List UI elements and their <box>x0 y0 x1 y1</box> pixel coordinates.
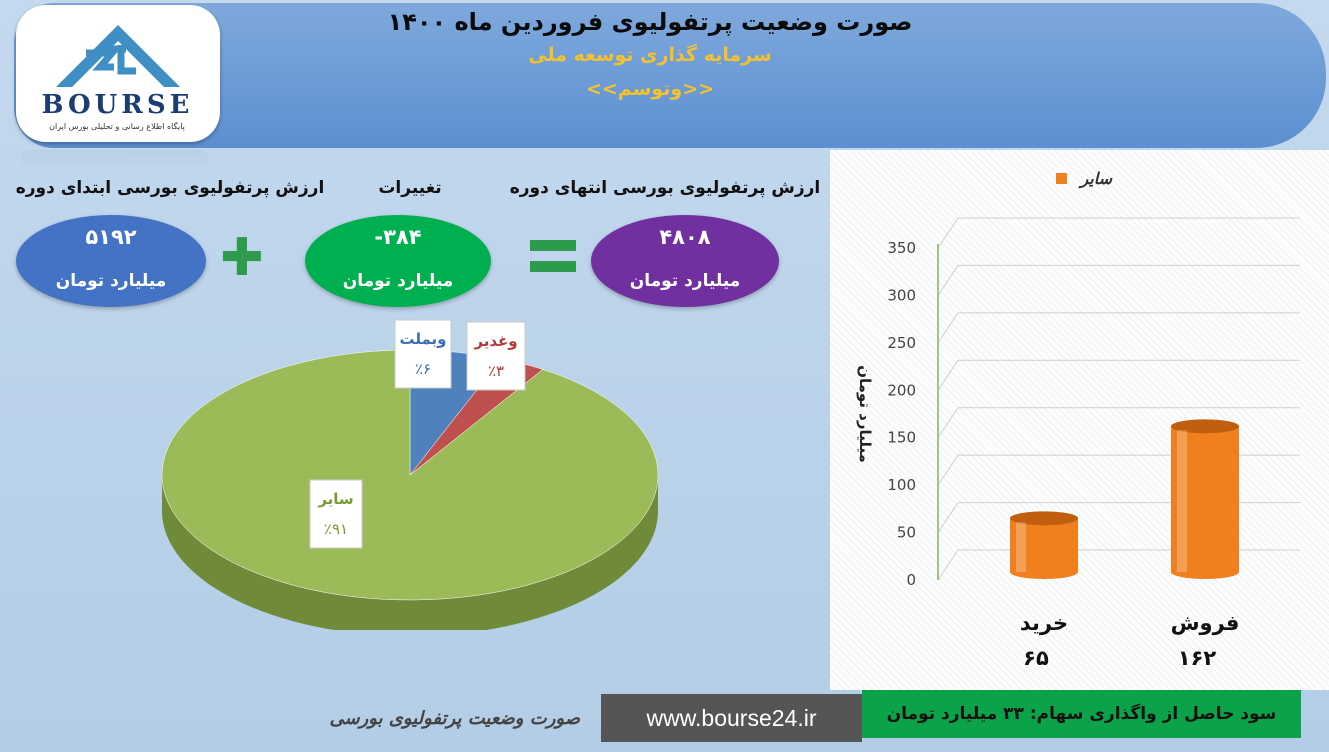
pie-side <box>162 475 658 630</box>
equals-sign-icon <box>530 240 576 272</box>
change-unit: میلیارد تومان <box>342 271 454 291</box>
portfolio-pie-chart: سایر ٪۹۱ وبملت ٪۶ وغدیر ٪۳ <box>161 319 659 630</box>
logo-reflection <box>20 150 210 172</box>
start-value: ۵۱۹۲ <box>85 225 137 249</box>
header-banner <box>14 3 1326 148</box>
gridline <box>937 407 1300 438</box>
y-tick-label: 300 <box>887 286 916 304</box>
end-value-ellipse: ۴۸۰۸ میلیارد تومان <box>591 215 779 307</box>
bar-value-label: ۱۶۲ <box>1178 646 1217 670</box>
end-value-label: ارزش پرتفولیوی بورسی انتهای دوره <box>509 178 821 198</box>
y-tick-label: 50 <box>897 524 916 542</box>
logo-mark-icon <box>56 25 180 87</box>
y-tick-label: 250 <box>887 334 916 352</box>
bar <box>1010 511 1078 579</box>
end-value: ۴۸۰۸ <box>659 225 711 249</box>
pie-label-value: ٪۹۱ <box>324 520 348 538</box>
logo-word: BOURSE <box>41 90 194 120</box>
trade-bar-chart: سایر 0 50 100 150 200 250 300 350 میلیارد تومان خر… <box>856 169 1300 670</box>
y-tick-label: 150 <box>887 429 916 447</box>
end-unit: میلیارد تومان <box>629 271 741 291</box>
pie-label: وغدیر ٪۳ <box>466 321 526 391</box>
logo: BOURSE پایگاه اطلاع رسانی و تحلیلی بورس … <box>16 5 220 142</box>
y-tick-label: 100 <box>887 476 916 494</box>
gridline <box>937 359 1300 391</box>
x-category-label: فروش <box>1171 611 1240 635</box>
pie-label-name: وغدیر <box>473 332 517 350</box>
start-unit: میلیارد تومان <box>55 271 167 291</box>
y-axis-label: میلیارد تومان <box>856 365 874 463</box>
pie-label: سایر ٪۹۱ <box>309 479 363 549</box>
gridline <box>937 217 1300 249</box>
company-symbol: <<وتوسم>> <box>585 78 715 100</box>
plus-sign-icon: ✚ <box>220 228 264 288</box>
chart-legend: سایر <box>1056 169 1113 189</box>
pie-label-name: وبملت <box>399 330 446 348</box>
start-value-ellipse: ۵۱۹۲ میلیارد تومان <box>16 215 206 307</box>
change-value: -۳۸۴ <box>374 225 422 249</box>
y-tick-label: 0 <box>906 571 916 589</box>
y-tick-label: 200 <box>887 381 916 399</box>
gridline <box>937 549 1300 581</box>
logo-tagline: پایگاه اطلاع رسانی و تحلیلی بورس ایران <box>49 122 185 131</box>
bar-value-label: ۶۵ <box>1023 646 1049 670</box>
legend-label: سایر <box>1077 169 1112 189</box>
gridline <box>937 502 1300 533</box>
profit-banner: سود حاصل از واگذاری سهام: ۳۳ میلیارد توم… <box>862 690 1301 738</box>
page-title: صورت وضعیت پرتفولیوی فروردین ماه ۱۴۰۰ <box>387 8 913 36</box>
pie-label-value: ٪۶ <box>415 360 431 378</box>
change-label: تغییرات <box>378 178 442 198</box>
start-value-label: ارزش پرتفولیوی بورسی ابتدای دوره <box>15 178 325 198</box>
y-tick-label: 350 <box>887 239 916 257</box>
change-value-ellipse: -۳۸۴ میلیارد تومان <box>305 215 491 307</box>
gridline <box>937 264 1300 296</box>
gridline <box>937 454 1300 486</box>
x-category-label: خرید <box>1020 611 1068 635</box>
pie-label-value: ٪۳ <box>488 362 504 380</box>
bar-chart-panel <box>830 150 1329 690</box>
pie-label: وبملت ٪۶ <box>394 319 452 389</box>
bar <box>1171 419 1239 579</box>
company-name: سرمایه گذاری توسعه ملی <box>528 44 772 66</box>
footer-caption: صورت وضعیت پرتفولیوی بورسی <box>329 708 580 729</box>
website-link[interactable]: www.bourse24.ir <box>601 694 862 742</box>
pie-label-name: سایر <box>317 490 353 508</box>
pie-slice <box>161 349 659 601</box>
gridline <box>937 312 1300 344</box>
